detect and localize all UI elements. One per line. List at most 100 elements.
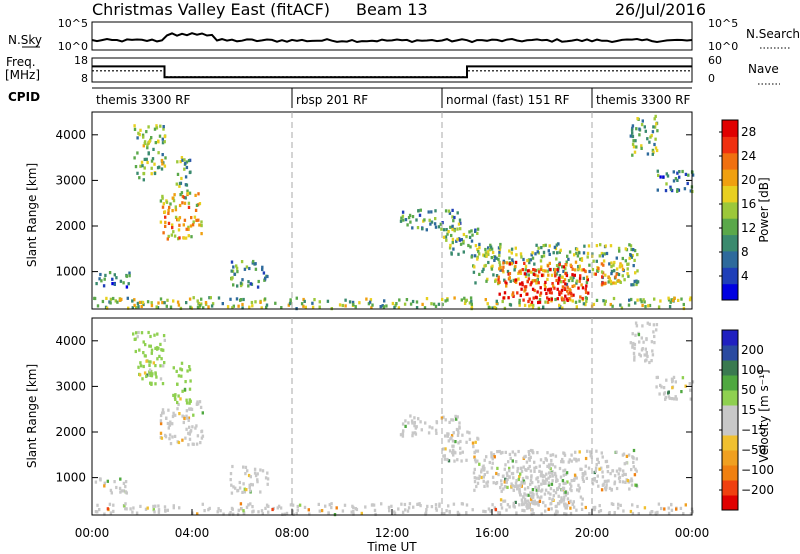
range-gate-cell bbox=[502, 296, 505, 300]
range-gate-cell bbox=[150, 374, 154, 378]
range-gate-cell bbox=[488, 248, 491, 252]
range-gate-cell bbox=[558, 290, 561, 294]
range-gate-cell bbox=[530, 512, 533, 516]
range-gate-cell bbox=[478, 462, 481, 466]
range-gate-cell bbox=[574, 260, 578, 264]
range-gate-cell bbox=[452, 247, 455, 251]
range-gate-cell bbox=[393, 511, 397, 515]
range-gate-cell bbox=[434, 217, 437, 221]
power-ylabel: Slant Range [km] bbox=[25, 163, 39, 267]
range-gate-cell bbox=[487, 246, 490, 250]
range-gate-cell bbox=[546, 300, 550, 304]
range-gate-cell bbox=[514, 500, 517, 504]
range-gate-cell bbox=[163, 210, 167, 214]
range-gate-cell bbox=[247, 503, 250, 507]
range-gate-cell bbox=[562, 469, 565, 473]
range-gate-cell bbox=[128, 271, 131, 275]
range-gate-cell bbox=[447, 432, 450, 436]
range-gate-cell bbox=[518, 298, 521, 302]
range-gate-cell bbox=[516, 291, 519, 295]
range-gate-cell bbox=[538, 469, 541, 473]
range-gate-cell bbox=[524, 454, 527, 458]
range-gate-cell bbox=[189, 379, 192, 383]
range-gate-cell bbox=[526, 259, 529, 263]
range-gate-cell bbox=[187, 201, 191, 205]
nsky-top-tick: 10^5 bbox=[58, 17, 88, 30]
range-gate-cell bbox=[584, 287, 587, 291]
range-gate-cell bbox=[514, 481, 518, 485]
range-gate-cell bbox=[566, 254, 569, 258]
range-gate-cell bbox=[659, 175, 662, 179]
range-gate-cell bbox=[501, 450, 504, 455]
range-gate-cell bbox=[537, 300, 540, 305]
range-gate-cell bbox=[162, 231, 165, 235]
range-gate-cell bbox=[158, 354, 161, 358]
range-gate-cell bbox=[600, 451, 603, 455]
range-gate-cell bbox=[633, 342, 637, 347]
range-gate-cell bbox=[164, 156, 167, 160]
range-gate-cell bbox=[526, 292, 529, 296]
range-gate-cell bbox=[244, 472, 247, 476]
range-gate-cell bbox=[528, 501, 531, 505]
range-gate-cell bbox=[526, 269, 530, 273]
range-gate-cell bbox=[124, 480, 128, 484]
range-gate-cell bbox=[519, 472, 522, 476]
range-gate-cell bbox=[617, 272, 621, 277]
range-gate-cell bbox=[640, 144, 643, 148]
range-gate-cell bbox=[531, 306, 535, 310]
range-gate-cell bbox=[497, 257, 500, 262]
range-gate-cell bbox=[672, 298, 675, 303]
range-gate-cell bbox=[150, 304, 154, 308]
range-gate-cell bbox=[561, 285, 565, 289]
range-gate-cell bbox=[172, 504, 175, 508]
range-gate-cell bbox=[633, 355, 636, 359]
range-gate-cell bbox=[644, 305, 647, 309]
range-gate-cell bbox=[449, 225, 452, 229]
range-gate-cell bbox=[291, 503, 295, 507]
range-gate-cell bbox=[167, 208, 170, 213]
range-gate-cell bbox=[495, 301, 498, 305]
range-gate-cell bbox=[626, 267, 629, 271]
range-gate-cell bbox=[491, 306, 494, 310]
range-gate-cell bbox=[450, 434, 454, 438]
range-gate-cell bbox=[188, 437, 192, 441]
range-gate-cell bbox=[179, 397, 182, 401]
range-gate-cell bbox=[427, 210, 430, 214]
range-gate-cell bbox=[115, 276, 118, 280]
range-gate-cell bbox=[585, 476, 588, 480]
range-gate-cell bbox=[181, 158, 184, 162]
range-gate-cell bbox=[667, 395, 670, 399]
range-gate-cell bbox=[529, 469, 533, 473]
range-gate-cell bbox=[577, 266, 581, 271]
range-gate-cell bbox=[518, 282, 522, 286]
range-gate-cell bbox=[427, 431, 431, 435]
range-gate-cell bbox=[179, 193, 182, 197]
range-gate-cell bbox=[238, 480, 241, 485]
range-gate-cell bbox=[568, 287, 571, 291]
range-gate-cell bbox=[623, 462, 626, 466]
range-gate-cell bbox=[311, 301, 314, 305]
range-gate-cell bbox=[453, 459, 456, 463]
range-gate-cell bbox=[162, 348, 165, 352]
range-gate-cell bbox=[400, 502, 403, 506]
range-gate-cell bbox=[499, 486, 502, 490]
range-gate-cell bbox=[558, 500, 562, 504]
range-gate-cell bbox=[187, 159, 191, 163]
range-gate-cell bbox=[263, 278, 266, 282]
range-gate-cell bbox=[530, 300, 534, 304]
range-gate-cell bbox=[341, 303, 344, 308]
range-gate-cell bbox=[655, 512, 658, 516]
range-gate-cell bbox=[621, 480, 625, 484]
range-gate-cell bbox=[503, 467, 506, 471]
range-gate-cell bbox=[145, 374, 148, 378]
nsky-label: N.Sky bbox=[8, 33, 42, 47]
range-gate-cell bbox=[137, 131, 140, 135]
range-gate-cell bbox=[188, 297, 192, 301]
range-gate-cell bbox=[555, 264, 559, 268]
range-gate-cell bbox=[582, 276, 585, 280]
range-gate-cell bbox=[483, 458, 486, 462]
range-gate-cell bbox=[671, 386, 674, 390]
range-gate-cell bbox=[154, 364, 157, 368]
range-gate-cell bbox=[531, 251, 534, 255]
range-gate-cell bbox=[180, 156, 184, 160]
